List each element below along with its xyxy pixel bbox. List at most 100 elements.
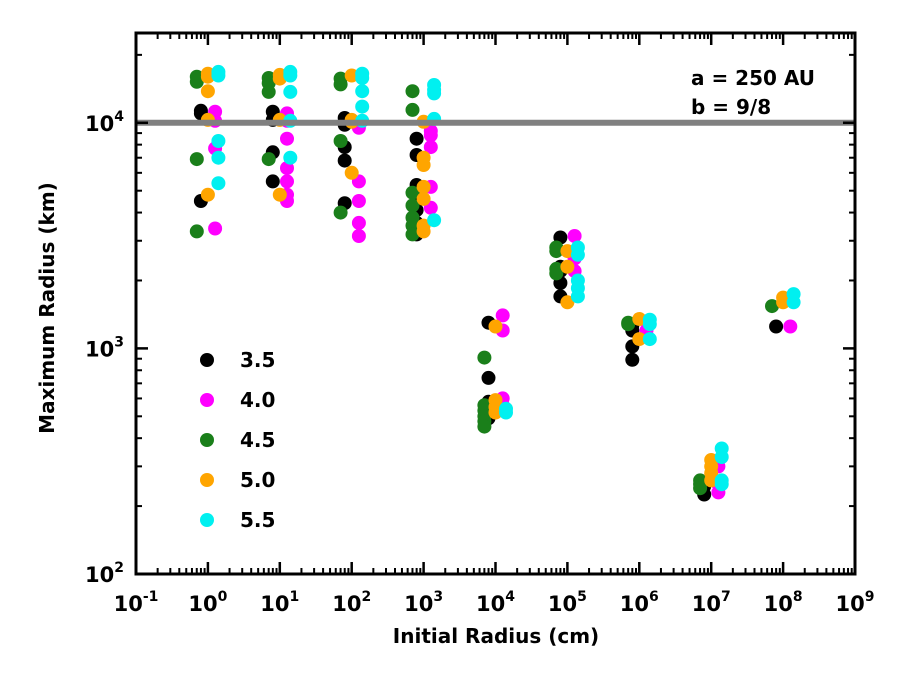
point-series-3-5-12 [409,131,424,146]
x-tick-labels: 10-1 100 101 102 103 104 105 106 107 108 109 [114,589,875,616]
x-tick-exponent: 1 [290,589,300,605]
point-series-4-5-18 [405,227,420,242]
x-tick-exponent: 3 [433,589,443,605]
point-series-5-0-25 [560,259,575,274]
point-series-4-5-3 [189,224,204,239]
point-series-5-5-2 [211,134,226,148]
y-tick-label: 102 [85,560,124,587]
x-tick-exponent: -1 [143,589,159,605]
x-tick-exponent: 2 [361,589,371,605]
point-series-4-5-19 [477,350,492,365]
point-series-5-0-24 [560,244,575,259]
point-series-5-0-12 [344,165,359,180]
point-series-5-5-1 [211,68,226,83]
legend-label-4-0: 4.0 [240,388,275,412]
point-series-4-5-9 [333,77,348,92]
point-series-5-5-4 [211,176,226,191]
point-series-5-5-21 [499,405,513,420]
point-series-5-0-8 [272,187,287,202]
point-series-5-0-26 [560,295,575,310]
annotation-b: b = 9/8 [691,95,771,119]
point-series-5-0-9 [344,68,359,83]
point-series-5-5-7 [283,84,298,99]
y-axis-label: Maximum Radius (km) [35,182,59,434]
point-series-4-0-18 [423,128,438,143]
x-tick-base: 10 [188,592,217,616]
y-tick-label: 103 [85,334,124,361]
x-axis-label: Initial Radius (cm) [393,624,599,648]
point-series-5-0-1 [200,69,215,84]
x-tick-exponent: 6 [649,589,659,605]
legend-marker-4-5 [200,433,214,447]
legend-label-5-5: 5.5 [240,508,275,532]
x-tick-label: 10-1 [114,589,159,616]
legend-marker-5-5 [200,513,214,527]
x-tick-exponent: 5 [577,589,587,605]
data-points [189,64,801,502]
x-tick-base: 10 [476,592,505,616]
x-tick-label: 105 [548,589,587,616]
point-series-5-0-17 [416,191,431,206]
point-series-5-5-26 [570,289,585,304]
point-series-4-0-26 [567,229,582,243]
point-series-4-0-35 [783,319,798,334]
point-series-4-5-12 [405,84,420,99]
x-tick-label: 102 [332,589,371,616]
point-series-3-5-33 [625,352,640,367]
point-series-5-0-27 [632,312,647,326]
point-series-4-5-7 [261,152,276,167]
x-tick-label: 109 [836,589,875,616]
point-series-3-5-37 [769,319,784,334]
x-tick-base: 10 [548,592,577,616]
point-series-3-5-10 [337,153,352,168]
point-series-5-5-35 [786,295,801,310]
x-tick-label: 101 [260,589,299,616]
point-series-5-5-6 [283,68,298,83]
point-series-5-5-13 [355,99,370,114]
point-series-3-5-20 [481,370,496,385]
point-series-4-5-10 [333,134,348,148]
point-series-5-5-28 [642,317,657,332]
x-tick-base: 10 [620,592,649,616]
point-series-5-5-33 [714,477,729,492]
point-series-4-5-11 [333,205,348,220]
x-tick-base: 10 [260,592,289,616]
point-series-5-0-28 [632,332,647,347]
point-series-4-5-14 [405,185,420,200]
point-series-4-5-15 [405,198,420,213]
x-tick-label: 100 [188,589,227,616]
point-series-5-0-16 [416,179,431,194]
point-series-4-5-26 [549,244,564,259]
x-tick-base: 10 [692,592,721,616]
legend-label-4-5: 4.5 [240,428,275,452]
point-series-4-5-13 [405,102,420,117]
y-tick-exponent: 2 [114,560,124,576]
x-tick-label: 108 [764,589,803,616]
y-tick-exponent: 4 [114,109,124,125]
x-tick-label: 106 [620,589,659,616]
point-series-5-5-9 [283,150,298,165]
x-tick-exponent: 4 [505,589,515,605]
point-series-5-5-12 [355,84,370,99]
point-series-5-5-19 [427,213,442,228]
point-series-4-0-19 [423,140,438,155]
x-tick-base: 10 [404,592,433,616]
legend-marker-5-0 [200,473,214,487]
point-series-4-5-1 [189,74,204,89]
point-series-5-0-19 [416,224,431,239]
point-series-4-5-24 [477,419,492,434]
point-series-5-0-15 [416,158,431,172]
x-tick-label: 103 [404,589,443,616]
point-series-4-5-30 [621,317,636,332]
point-series-5-0-4 [200,187,215,202]
point-series-4-0-3 [208,221,223,236]
x-tick-label: 104 [476,589,515,616]
x-tick-base: 10 [764,592,793,616]
legend-label-5-0: 5.0 [240,468,275,492]
point-series-5-0-2 [200,84,215,99]
x-tick-label: 107 [692,589,731,616]
point-series-4-0-8 [280,174,294,189]
y-tick-base: 10 [85,337,114,361]
y-tick-base: 10 [85,112,114,136]
